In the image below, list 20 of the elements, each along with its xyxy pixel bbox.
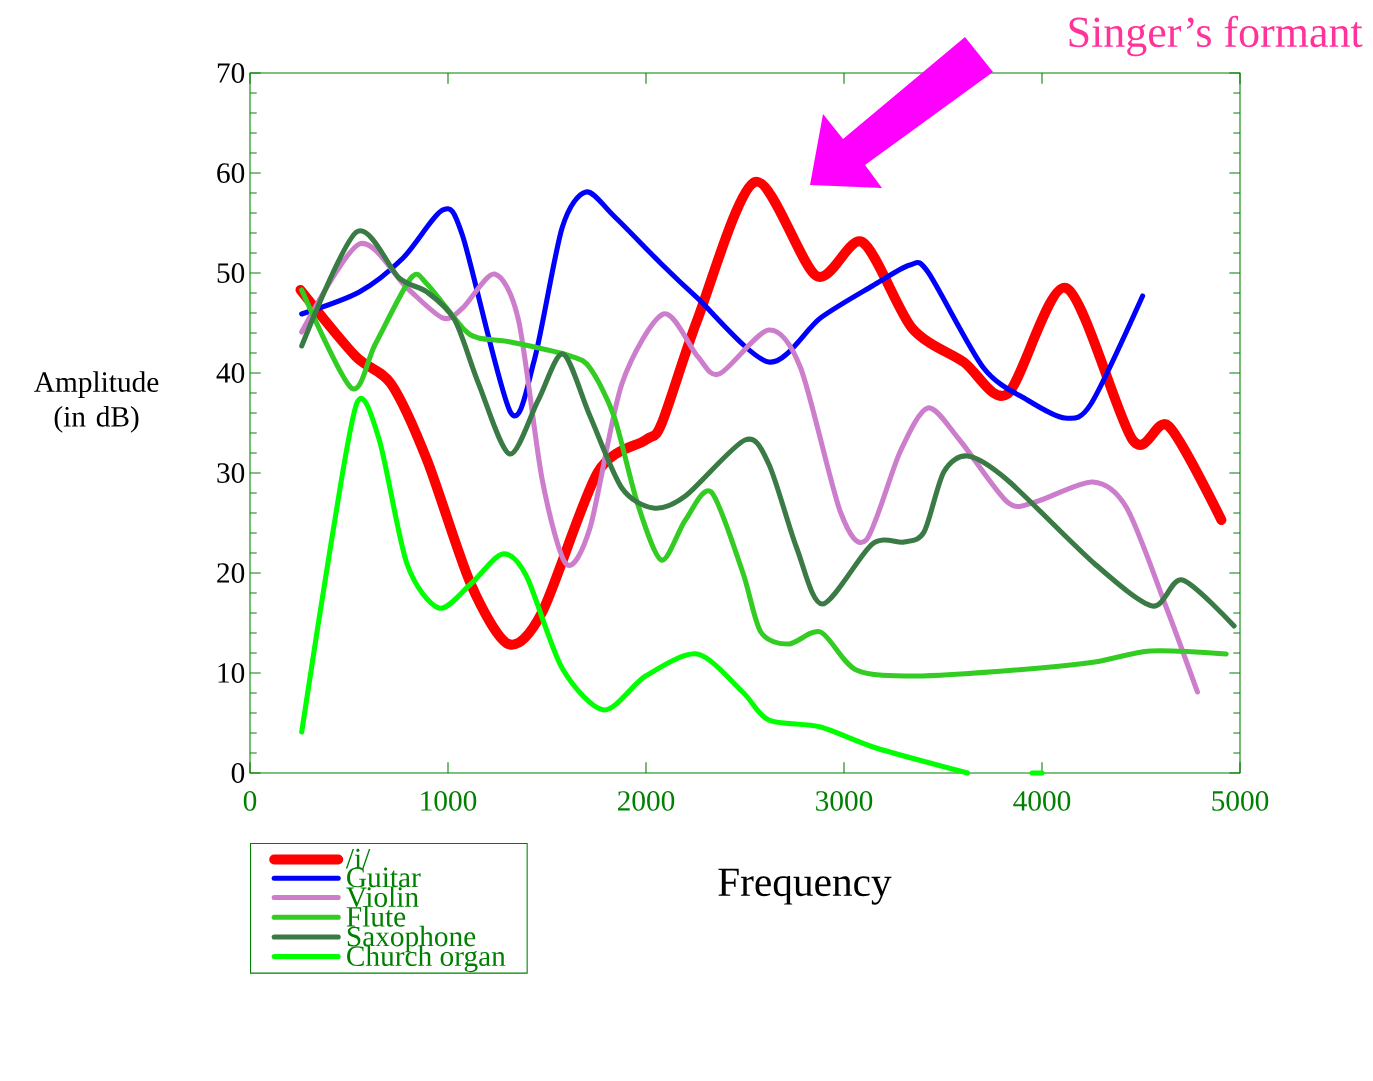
x-axis-title: Frequency [718, 868, 892, 905]
x-tick-label: 4000 [1013, 791, 1071, 811]
x-tick-label: 3000 [816, 791, 873, 811]
y-axis-title: Amplitude (in dB) [34, 371, 159, 433]
x-tick-label: 2000 [617, 791, 675, 811]
y-tick-label: 0 [231, 763, 245, 783]
y-tick-label: 60 [217, 163, 245, 183]
legend-label: Guitar [347, 867, 421, 888]
legend-label: Flute [346, 906, 406, 927]
text: Singer’s formant [1069, 15, 1363, 57]
y-tick-label: 70 [217, 63, 245, 83]
y-tick-label: 40 [216, 363, 245, 383]
y-tick-label: 30 [217, 463, 245, 483]
y-tick-label: 10 [218, 663, 245, 683]
y-tick-label: 50 [217, 263, 245, 283]
x-tick-label: 5000 [1212, 791, 1269, 811]
legend-label: Violin [346, 886, 419, 908]
x-tick-label: 1000 [421, 791, 477, 811]
y-tick-label: 20 [217, 563, 245, 583]
legend-label: /i/ [345, 848, 371, 869]
